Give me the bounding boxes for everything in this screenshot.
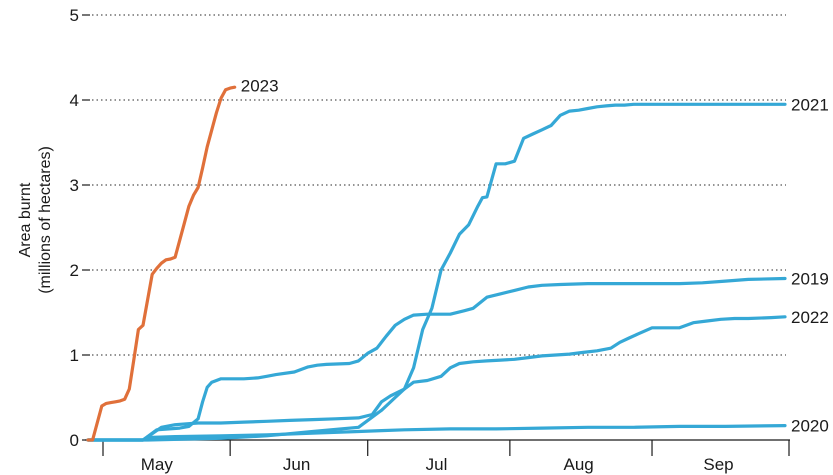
series-line-2023 xyxy=(86,85,237,442)
y-tick-label-5: 5 xyxy=(70,6,79,25)
y-axis-label-line2: (millions of hectares) xyxy=(37,146,54,294)
series-layer xyxy=(86,85,787,442)
grid-layer xyxy=(92,14,786,356)
series-line-2019 xyxy=(86,276,787,442)
axis-layer: 0 1 2 3 4 5 May Jun Jul Aug Sep xyxy=(70,6,790,474)
x-tick-label-may: May xyxy=(141,455,174,474)
y-tick-label-2: 2 xyxy=(70,261,79,280)
x-tick-label-sep: Sep xyxy=(703,455,733,474)
series-label-2021: 2021 xyxy=(791,95,829,114)
x-tick-label-aug: Aug xyxy=(564,455,594,474)
y-tick-label-0: 0 xyxy=(70,431,79,450)
series-label-2023: 2023 xyxy=(241,76,279,95)
series-line-2020 xyxy=(86,424,787,442)
x-tick-label-jun: Jun xyxy=(283,455,310,474)
series-label-2019: 2019 xyxy=(791,270,829,289)
series-line-2021 xyxy=(86,102,787,442)
y-tick-label-4: 4 xyxy=(70,91,79,110)
series-label-2020: 2020 xyxy=(791,417,829,436)
y-axis-label-line1: Area burnt xyxy=(17,182,34,257)
series-line-2022 xyxy=(86,315,787,442)
series-label-2022: 2022 xyxy=(791,308,829,327)
x-tick-label-jul: Jul xyxy=(426,455,448,474)
label-layer: 2023 2021 2019 2022 2020 xyxy=(241,76,829,435)
y-tick-label-3: 3 xyxy=(70,176,79,195)
y-tick-label-1: 1 xyxy=(70,346,79,365)
